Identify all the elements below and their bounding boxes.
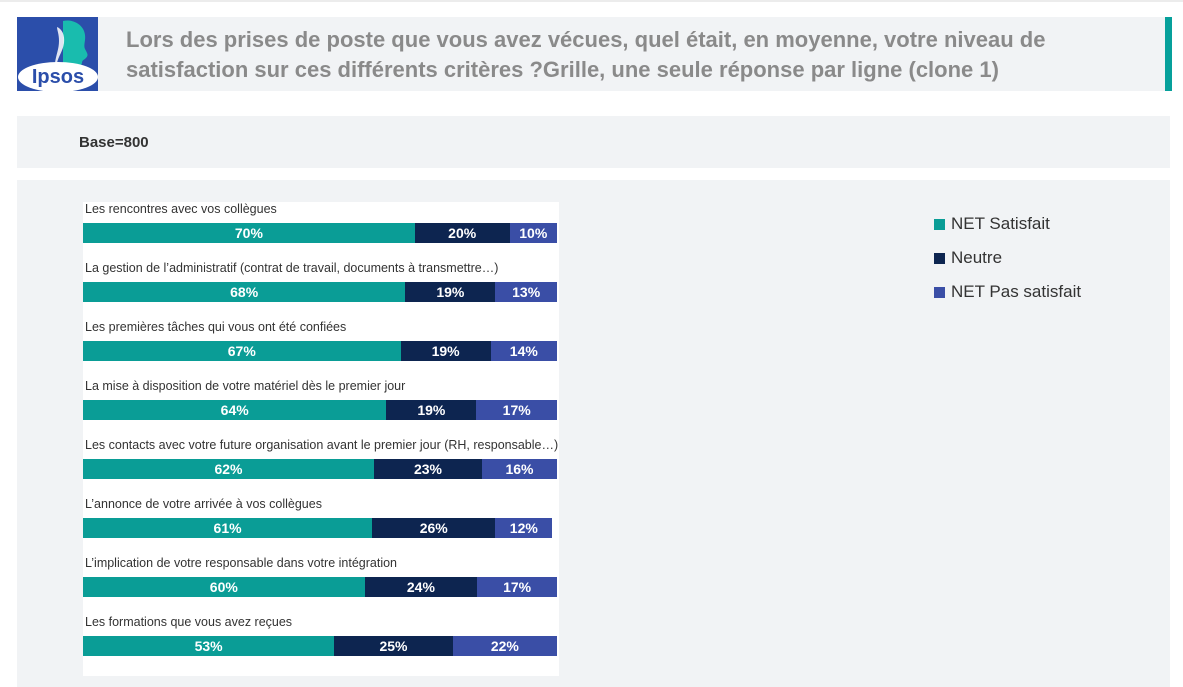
bar-segment: 24% (364, 577, 478, 597)
bar-segment: 61% (83, 518, 373, 538)
bar-segment: 12% (495, 518, 553, 538)
bar-row: 53% 25% 22% (83, 636, 557, 656)
data-label: 14% (509, 343, 538, 359)
legend-item: Neutre (934, 248, 1002, 268)
bar-row: 70% 20% 10% (83, 223, 557, 243)
data-label: 61% (213, 520, 242, 536)
bar-segment: 70% (83, 223, 415, 243)
legend-label: NET Satisfait (951, 214, 1050, 233)
category-label: Les premières tâches qui vous ont été co… (85, 320, 347, 334)
page-title: Lors des prises de poste que vous avez v… (126, 27, 1046, 82)
accent-bar (1165, 17, 1172, 91)
bar-segment: 10% (509, 223, 557, 243)
category-label: L’annonce de votre arrivée à vos collègu… (85, 497, 322, 511)
logo-text: Ipsos (32, 66, 84, 88)
top-divider (0, 0, 1183, 2)
bar-segment: 67% (83, 341, 401, 361)
legend-item: NET Pas satisfait (934, 282, 1081, 302)
bar-segment: 19% (386, 400, 477, 420)
bar-segment: 17% (477, 577, 557, 597)
bar-segment: 17% (476, 400, 557, 420)
category-label: La mise à disposition de votre matériel … (85, 379, 406, 393)
chart-container: Les rencontres avec vos collègues 70% 20% 1… (17, 180, 1170, 687)
data-label: 13% (512, 284, 541, 300)
category-label: Les rencontres avec vos collègues (85, 202, 277, 216)
data-label: 16% (505, 461, 534, 477)
bar-segment: 16% (481, 459, 557, 479)
data-label: 24% (406, 579, 435, 595)
data-label: 10% (519, 225, 548, 241)
data-label: 26% (419, 520, 448, 536)
bar-segment: 64% (83, 400, 387, 420)
bar-segment: 60% (83, 577, 365, 597)
header: Ipsos Lors des prises de poste que vous … (17, 17, 1172, 91)
bar-segment: 19% (400, 341, 491, 361)
bar-segment: 26% (372, 518, 496, 538)
base-label: Base=800 (79, 134, 149, 151)
data-label: 68% (230, 284, 259, 300)
data-label: 22% (490, 638, 519, 654)
data-label: 12% (509, 520, 538, 536)
bar-row: 64% 19% 17% (83, 400, 557, 420)
data-label: 64% (220, 402, 249, 418)
data-label: 62% (214, 461, 243, 477)
bar-segment: 25% (334, 636, 453, 656)
data-label: 19% (436, 284, 465, 300)
legend-swatch (934, 252, 945, 264)
legend-swatch (934, 286, 945, 298)
data-label: 67% (227, 343, 256, 359)
data-label: 19% (431, 343, 460, 359)
bar-row: 60% 24% 17% (83, 577, 557, 597)
data-label: 53% (194, 638, 223, 654)
bar-row: 61% 26% 12% (83, 518, 557, 538)
bar-segment: 13% (495, 282, 557, 302)
data-label: 60% (209, 579, 238, 595)
data-label: 17% (503, 579, 532, 595)
bar-segment: 53% (83, 636, 335, 656)
category-label: Les formations que vous avez reçues (85, 615, 293, 629)
data-label: 70% (234, 225, 263, 241)
data-label: 23% (413, 461, 442, 477)
category-label: Les contacts avec votre future organisat… (85, 438, 559, 452)
category-label: L’implication de votre responsable dans … (85, 556, 397, 570)
data-label: 19% (417, 402, 446, 418)
bar-segment: 62% (83, 459, 374, 479)
legend-swatch (934, 218, 945, 230)
bar-segment: 23% (373, 459, 482, 479)
stacked-bar-chart: Les rencontres avec vos collègues 70% 20% 1… (83, 202, 559, 676)
base-box: Base=800 (17, 116, 1170, 168)
category-label: La gestion de l’administratif (contrat d… (85, 261, 499, 275)
data-label: 17% (502, 402, 531, 418)
bar-segment: 20% (414, 223, 510, 243)
bar-segment: 22% (452, 636, 557, 656)
bar-segment: 68% (83, 282, 406, 302)
data-label: 20% (448, 225, 477, 241)
legend-label: Neutre (951, 248, 1003, 267)
bar-segment: 14% (490, 341, 557, 361)
bar-row: 67% 19% 14% (83, 341, 557, 361)
ipsos-logo: Ipsos (17, 17, 98, 91)
bar-row: 62% 23% 16% (83, 459, 557, 479)
bar-row: 68% 19% 13% (83, 282, 557, 302)
legend-item: NET Satisfait (934, 214, 1050, 234)
legend-label: NET Pas satisfait (951, 282, 1082, 301)
bar-segment: 19% (405, 282, 496, 302)
data-label: 25% (379, 638, 408, 654)
